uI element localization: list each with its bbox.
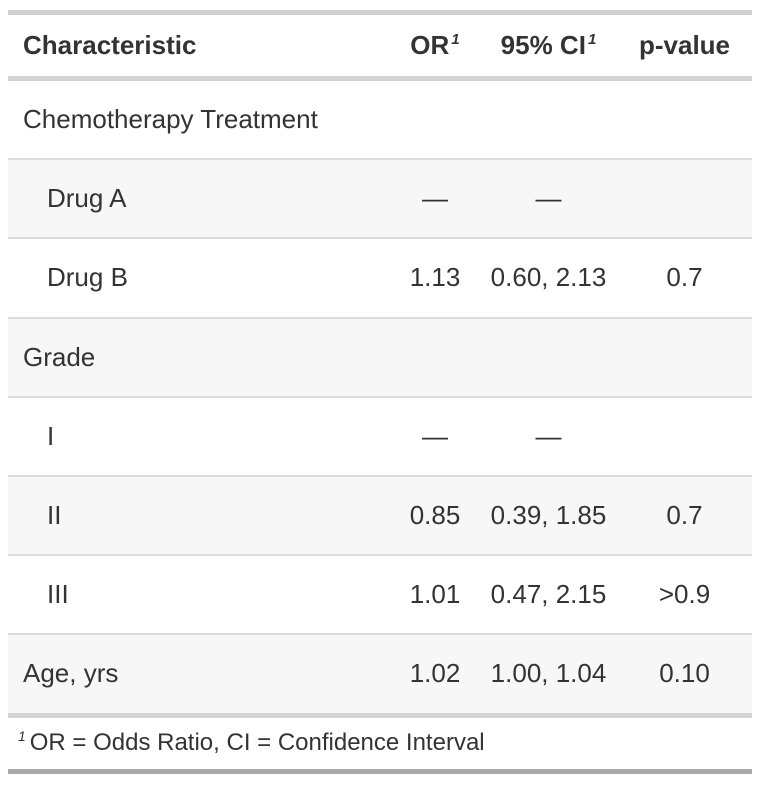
or-value: — [390, 158, 480, 239]
header-ci: 95% CI 1 [480, 12, 617, 81]
table-footer: 1 OR = Odds Ratio, CI = Confidence Interv… [8, 712, 752, 772]
header-characteristic: Characteristic [8, 12, 390, 81]
table-header: Characteristic OR 1 95% CI 1 p-value [8, 12, 752, 81]
row-label: Age, yrs [8, 633, 390, 715]
ci-value: — [480, 158, 617, 239]
ci-value [480, 316, 617, 397]
p-value [617, 158, 752, 239]
row-label: II [8, 474, 390, 556]
header-or-label: OR [410, 30, 450, 60]
footnote-row: 1 OR = Odds Ratio, CI = Confidence Interv… [8, 712, 752, 772]
table-row-grade: Grade [8, 316, 752, 397]
row-label: Drug A [8, 158, 390, 239]
header-ci-label: 95% CI [500, 30, 586, 60]
p-value: 0.7 [617, 237, 752, 318]
ci-value: 0.47, 2.15 [480, 554, 617, 635]
p-value [617, 395, 752, 476]
ci-value: 0.60, 2.13 [480, 237, 617, 318]
header-row: Characteristic OR 1 95% CI 1 p-value [8, 12, 752, 81]
summary-table-container: Characteristic OR 1 95% CI 1 p-value Chemo… [8, 10, 752, 775]
row-label: III [8, 554, 390, 635]
ci-value: 1.00, 1.04 [480, 633, 617, 715]
table-row-grade-i: I — — [8, 395, 752, 476]
header-characteristic-label: Characteristic [23, 30, 197, 60]
table-row-drug-a: Drug A — — [8, 158, 752, 239]
p-value [617, 79, 752, 160]
p-value: 0.7 [617, 474, 752, 556]
table-body: Chemotherapy Treatment Drug A — — Drug B… [8, 79, 752, 715]
or-value: 1.13 [390, 237, 480, 318]
header-or: OR 1 [390, 12, 480, 81]
p-value: >0.9 [617, 554, 752, 635]
regression-summary-table: Characteristic OR 1 95% CI 1 p-value Chemo… [8, 10, 752, 775]
table-row-grade-iii: III 1.01 0.47, 2.15 >0.9 [8, 554, 752, 635]
p-value [617, 316, 752, 397]
or-value: 1.01 [390, 554, 480, 635]
table-row-age-yrs: Age, yrs 1.02 1.00, 1.04 0.10 [8, 633, 752, 715]
footnote-mark-ci: 1 [587, 31, 597, 49]
or-value [390, 316, 480, 397]
table-row-drug-b: Drug B 1.13 0.60, 2.13 0.7 [8, 237, 752, 318]
or-value: 0.85 [390, 474, 480, 556]
p-value: 0.10 [617, 633, 752, 715]
ci-value [480, 79, 617, 160]
header-p-value-label: p-value [638, 30, 731, 60]
table-row-grade-ii: II 0.85 0.39, 1.85 0.7 [8, 474, 752, 556]
footnote-text: OR = Odds Ratio, CI = Confidence Interva… [29, 728, 485, 756]
or-value: — [390, 395, 480, 476]
row-label: Drug B [8, 237, 390, 318]
or-value [390, 79, 480, 160]
row-label: Chemotherapy Treatment [23, 104, 318, 134]
row-label: I [8, 395, 390, 476]
header-p-value: p-value [617, 12, 752, 81]
ci-value: — [480, 395, 617, 476]
table-row-chemotherapy-treatment: Chemotherapy Treatment [8, 79, 752, 160]
footnote-mark-or: 1 [451, 31, 460, 49]
footnote: 1 OR = Odds Ratio, CI = Confidence Interv… [8, 712, 752, 772]
footnote-mark: 1 [18, 727, 26, 744]
row-label: Grade [8, 316, 390, 397]
ci-value: 0.39, 1.85 [480, 474, 617, 556]
or-value: 1.02 [390, 633, 480, 715]
